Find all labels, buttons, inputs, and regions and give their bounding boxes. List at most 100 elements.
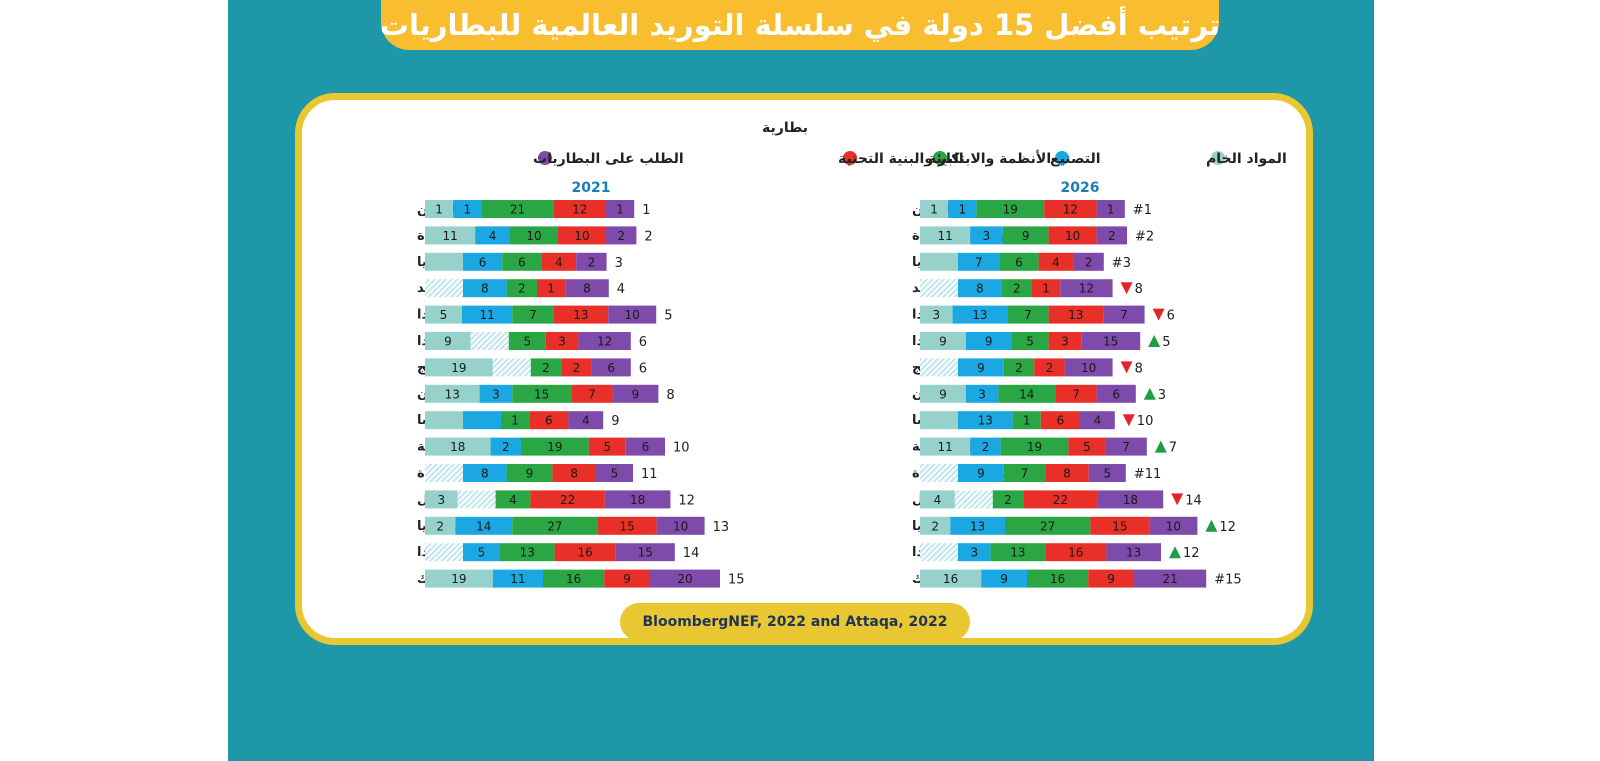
segment-value-label: 9 [1022, 229, 1030, 243]
legend-entry: الأنظمة والابتكار والبنية التحتية [838, 150, 1051, 167]
rank-label: #3 [1112, 256, 1131, 271]
bar-segment [970, 437, 1001, 456]
segment-value-label: 11 [510, 572, 525, 586]
bar-segment [596, 464, 633, 482]
bar-segment [1068, 437, 1106, 456]
bar-segment [512, 516, 598, 535]
segment-value-label: 3 [970, 546, 978, 560]
bar-segment [998, 384, 1056, 403]
bar-segment [537, 279, 566, 298]
source-banner: BloombergNEF, 2022 and Attaqa, 2022 [620, 603, 970, 641]
segment-value-label: 14 [1019, 387, 1034, 401]
bar-segment [920, 516, 951, 535]
bar-segment [625, 437, 665, 456]
rank-label: 2 [644, 229, 652, 244]
segment-value-label: 15 [1112, 519, 1127, 533]
bar-segment [1027, 569, 1089, 588]
bar-segment [425, 411, 463, 430]
rank-label: 12 [1183, 546, 1200, 561]
segment-value-label: 7 [1120, 308, 1128, 322]
segment-value-label: 2 [1013, 282, 1021, 296]
bar-segment [463, 464, 507, 482]
bar-segment [920, 226, 971, 245]
bar-segment [970, 226, 1003, 245]
bar-segment [425, 200, 454, 218]
segment-value-label: 8 [976, 282, 984, 296]
bar-segment [606, 226, 637, 245]
segment-value-label: 19 [451, 361, 466, 375]
bar-segment [604, 490, 671, 509]
bar-segment [1040, 411, 1080, 430]
segment-value-label: 2 [502, 440, 510, 454]
segment-value-label: 10 [526, 229, 541, 243]
segment-value-label: 2 [518, 282, 526, 296]
segment-value-label: 6 [545, 414, 553, 428]
segment-value-label: 6 [1015, 255, 1023, 269]
bar-segment [425, 437, 491, 456]
segment-value-label: 3 [978, 387, 986, 401]
segment-value-label: 21 [1162, 572, 1177, 586]
bar-segment [952, 305, 1008, 324]
bar-segment [576, 252, 607, 271]
segment-value-label: 9 [623, 572, 631, 586]
segment-value-label: 4 [1094, 414, 1102, 428]
chart-year-label: 2021 [572, 180, 611, 196]
bar-segment [553, 200, 606, 218]
bar-segment [958, 252, 1000, 271]
bar-segment [1045, 464, 1089, 482]
bar-segment [990, 543, 1046, 562]
segment-value-label: 1 [1042, 282, 1050, 296]
bar-segment [920, 569, 982, 588]
bar-segment [492, 358, 531, 377]
segment-value-label: 2 [542, 361, 550, 375]
rank-up-arrow-icon [1154, 440, 1167, 453]
segment-value-label: 20 [677, 572, 692, 586]
bar-segment [463, 411, 501, 430]
segment-value-label: 3 [437, 493, 445, 507]
segment-value-label: 4 [509, 493, 517, 507]
bar-segment [920, 358, 958, 377]
bar-segment [1038, 252, 1074, 271]
bar-segment [656, 516, 705, 535]
bar-segment [425, 490, 458, 509]
bar-segment [1000, 437, 1069, 456]
bar-segment [920, 490, 955, 509]
bar-segment [500, 543, 555, 562]
bar-segment [954, 490, 993, 509]
segment-value-label: 15 [1103, 335, 1118, 349]
segment-value-label: 11 [442, 229, 457, 243]
segment-value-label: 12 [597, 335, 612, 349]
rank-up-arrow-icon [1169, 546, 1181, 559]
segment-value-label: 1 [511, 414, 519, 428]
bar-segment [920, 543, 958, 562]
segment-value-label: 10 [1166, 519, 1181, 533]
segment-value-label: 9 [939, 335, 947, 349]
bar-segment [1011, 332, 1049, 350]
bar-segment [1048, 226, 1097, 245]
segment-value-label: 5 [1083, 440, 1091, 454]
segment-value-label: 16 [566, 572, 581, 586]
bar-segment [529, 411, 569, 430]
legend-swatch [1211, 151, 1225, 165]
bar-segment [425, 543, 463, 562]
bar-segment [920, 305, 953, 324]
bar-segment [920, 464, 958, 482]
rank-label: 11 [641, 467, 658, 482]
bar-segment [1106, 543, 1161, 562]
bar-segment [920, 384, 966, 403]
bar-segment [530, 490, 605, 509]
segment-value-label: 3 [492, 387, 500, 401]
rank-up-arrow-icon [1148, 335, 1161, 347]
segment-value-label: 9 [977, 361, 985, 375]
segment-value-label: 2 [931, 519, 939, 533]
bar-segment [554, 543, 616, 562]
segment-value-label: 7 [1072, 387, 1080, 401]
bar-segment [530, 358, 562, 377]
bar-segment [425, 516, 456, 535]
bar-segment [958, 543, 991, 562]
segment-value-label: 7 [975, 255, 983, 269]
rank-label: 12 [678, 493, 695, 508]
bar-segment [920, 200, 949, 218]
legend-swatch [538, 151, 552, 165]
segment-value-label: 16 [578, 546, 593, 560]
